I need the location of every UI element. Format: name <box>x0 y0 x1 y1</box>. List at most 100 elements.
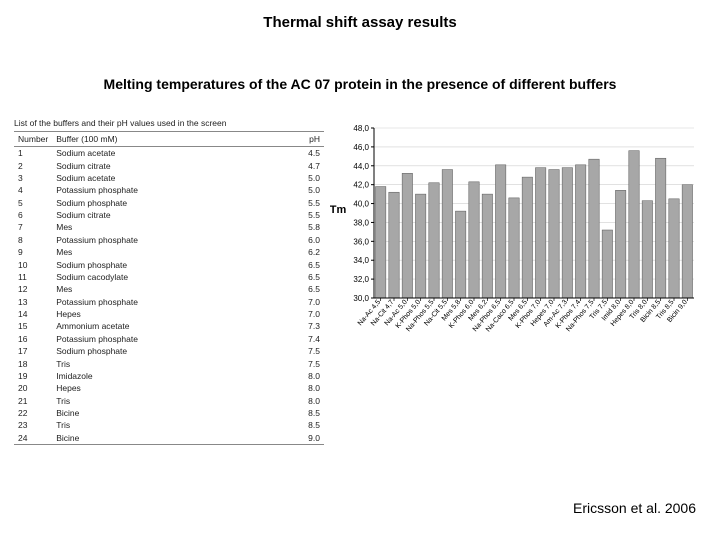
cell-buffer: Mes <box>52 221 288 233</box>
cell-number: 7 <box>14 221 52 233</box>
col-ph: pH <box>288 132 324 147</box>
table-row: 2Sodium citrate4.7 <box>14 159 324 171</box>
table-row: 23Tris8.5 <box>14 419 324 431</box>
cell-buffer: Imidazole <box>52 370 288 382</box>
cell-buffer: Tris <box>52 357 288 369</box>
chart-bar <box>429 183 439 298</box>
table-row: 24Bicine9.0 <box>14 432 324 445</box>
cell-number: 24 <box>14 432 52 445</box>
cell-number: 17 <box>14 345 52 357</box>
cell-ph: 8.0 <box>288 370 324 382</box>
cell-ph: 8.0 <box>288 395 324 407</box>
content-area: List of the buffers and their pH values … <box>14 118 706 445</box>
chart-bar <box>535 168 545 298</box>
chart-bar <box>389 192 399 298</box>
chart-bar <box>669 199 679 298</box>
table-row: 8Potassium phosphate6.0 <box>14 234 324 246</box>
chart-bar <box>442 170 452 298</box>
chart-bar <box>375 187 385 298</box>
chart-bar <box>469 182 479 298</box>
table-row: 1Sodium acetate4.5 <box>14 147 324 160</box>
cell-buffer: Mes <box>52 283 288 295</box>
cell-number: 19 <box>14 370 52 382</box>
cell-buffer: Sodium citrate <box>52 159 288 171</box>
cell-buffer: Hepes <box>52 382 288 394</box>
chart-bar <box>402 173 412 298</box>
cell-number: 9 <box>14 246 52 258</box>
table-row: 15Ammonium acetate7.3 <box>14 320 324 332</box>
svg-text:32,0: 32,0 <box>353 275 369 284</box>
cell-ph: 6.5 <box>288 283 324 295</box>
cell-buffer: Tris <box>52 419 288 431</box>
cell-ph: 4.7 <box>288 159 324 171</box>
chart-bar <box>629 151 639 298</box>
buffer-table-element: Number Buffer (100 mM) pH 1Sodium acetat… <box>14 131 324 445</box>
cell-ph: 8.5 <box>288 407 324 419</box>
svg-text:44,0: 44,0 <box>353 162 369 171</box>
cell-number: 16 <box>14 333 52 345</box>
chart-bar <box>482 194 492 298</box>
svg-text:48,0: 48,0 <box>353 124 369 133</box>
svg-text:36,0: 36,0 <box>353 237 369 246</box>
cell-number: 12 <box>14 283 52 295</box>
cell-ph: 5.0 <box>288 184 324 196</box>
cell-number: 2 <box>14 159 52 171</box>
page-title: Thermal shift assay results <box>0 14 720 31</box>
cell-buffer: Potassium phosphate <box>52 184 288 196</box>
cell-ph: 5.8 <box>288 221 324 233</box>
table-row: 12Mes6.5 <box>14 283 324 295</box>
cell-number: 1 <box>14 147 52 160</box>
svg-text:42,0: 42,0 <box>353 181 369 190</box>
chart-bar <box>509 198 519 298</box>
cell-ph: 8.5 <box>288 419 324 431</box>
tm-bar-chart: 30,032,034,036,038,040,042,044,046,048,0… <box>330 118 700 398</box>
table-row: 14Hepes7.0 <box>14 308 324 320</box>
cell-ph: 7.0 <box>288 296 324 308</box>
cell-ph: 9.0 <box>288 432 324 445</box>
svg-text:46,0: 46,0 <box>353 143 369 152</box>
chart-bar <box>415 194 425 298</box>
cell-ph: 5.0 <box>288 172 324 184</box>
table-row: 16Potassium phosphate7.4 <box>14 333 324 345</box>
cell-buffer: Sodium cacodylate <box>52 271 288 283</box>
svg-text:30,0: 30,0 <box>353 294 369 303</box>
cell-ph: 8.0 <box>288 382 324 394</box>
table-row: 3Sodium acetate5.0 <box>14 172 324 184</box>
chart-bar <box>642 201 652 298</box>
table-row: 7Mes5.8 <box>14 221 324 233</box>
cell-number: 6 <box>14 209 52 221</box>
cell-buffer: Tris <box>52 395 288 407</box>
table-row: 21Tris8.0 <box>14 395 324 407</box>
chart-bar <box>549 170 559 298</box>
cell-number: 23 <box>14 419 52 431</box>
table-row: 6Sodium citrate5.5 <box>14 209 324 221</box>
cell-buffer: Bicine <box>52 432 288 445</box>
svg-text:40,0: 40,0 <box>353 200 369 209</box>
chart-bar <box>655 158 665 298</box>
cell-buffer: Sodium citrate <box>52 209 288 221</box>
chart-ylabel: Tm <box>330 204 346 216</box>
cell-number: 13 <box>14 296 52 308</box>
cell-number: 11 <box>14 271 52 283</box>
cell-number: 22 <box>14 407 52 419</box>
cell-ph: 4.5 <box>288 147 324 160</box>
chart-bar <box>589 159 599 298</box>
svg-text:34,0: 34,0 <box>353 256 369 265</box>
chart-bar <box>455 211 465 298</box>
page-subtitle: Melting temperatures of the AC 07 protei… <box>0 76 720 92</box>
table-row: 13Potassium phosphate7.0 <box>14 296 324 308</box>
table-row: 17Sodium phosphate7.5 <box>14 345 324 357</box>
cell-number: 10 <box>14 258 52 270</box>
col-number: Number <box>14 132 52 147</box>
cell-buffer: Bicine <box>52 407 288 419</box>
chart-bar <box>615 190 625 298</box>
cell-number: 14 <box>14 308 52 320</box>
table-row: 20Hepes8.0 <box>14 382 324 394</box>
chart-bar <box>562 168 572 298</box>
table-row: 11Sodium cacodylate6.5 <box>14 271 324 283</box>
cell-buffer: Potassium phosphate <box>52 296 288 308</box>
cell-ph: 5.5 <box>288 197 324 209</box>
cell-ph: 7.3 <box>288 320 324 332</box>
cell-ph: 7.5 <box>288 345 324 357</box>
cell-number: 20 <box>14 382 52 394</box>
